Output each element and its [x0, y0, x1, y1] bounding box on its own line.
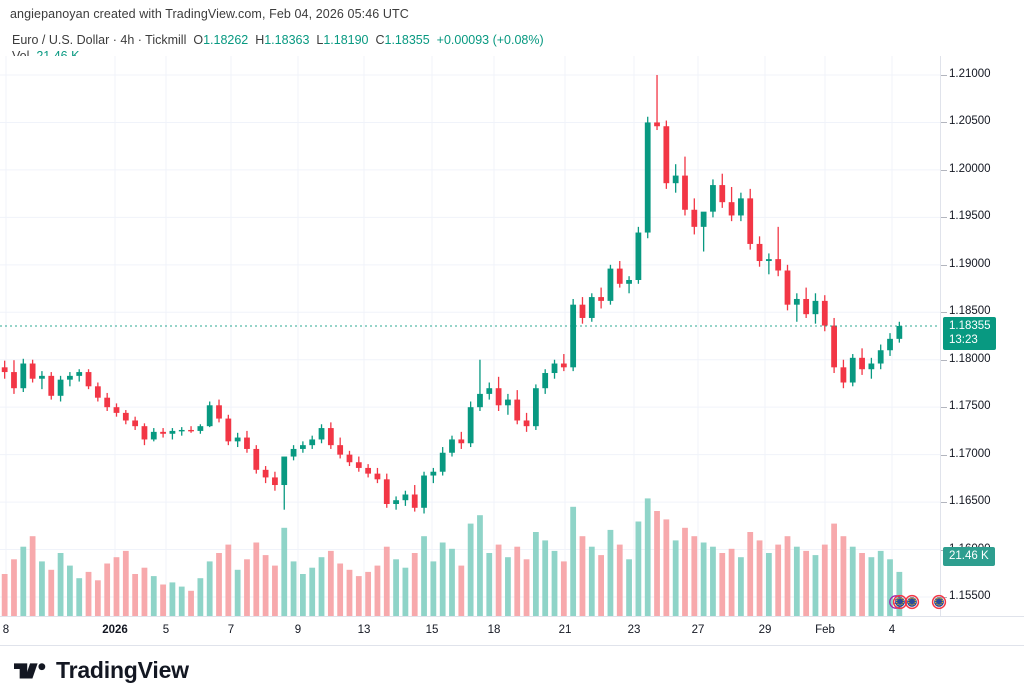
price-tick-label: 1.15500: [949, 590, 991, 603]
legend-ohlc-row: Euro / U.S. Dollar · 4h · Tickmill O1.18…: [12, 32, 544, 48]
time-tick-label: 9: [294, 624, 302, 636]
price-tick-label: 1.21000: [949, 67, 991, 80]
legend-low-label: L: [316, 33, 324, 47]
grid-lines: [0, 56, 940, 616]
chart-canvas: [0, 56, 940, 616]
price-tick-dash: [941, 359, 947, 361]
time-tick-label: 21: [558, 624, 572, 636]
legend-change: +0.00093 (+0.08%): [436, 33, 544, 47]
time-tick-label: 15: [425, 624, 439, 636]
legend-close-value: 1.18355: [384, 33, 430, 47]
price-tick-label: 1.19500: [949, 210, 991, 223]
legend-close-label: C: [375, 33, 385, 47]
legend-sep-1: ·: [109, 33, 121, 47]
time-tick-label: 5: [162, 624, 170, 636]
price-axis[interactable]: 1.21000 1.20500 1.20000 1.19500 1.19000 1.185…: [940, 56, 1024, 616]
volume-series: [1, 498, 903, 616]
price-tick-dash: [941, 217, 947, 219]
tradingview-wordmark: TradingView: [56, 657, 189, 683]
chart-plot-area[interactable]: [0, 56, 940, 616]
tradingview-logo: TradingView: [14, 658, 189, 682]
candlestick-series: [1, 74, 903, 514]
price-tick-label: 1.18000: [949, 352, 991, 365]
time-tick-label: 7: [227, 624, 235, 636]
time-axis[interactable]: 8 2026 5 7 9 13 15 18 21 23 27 29 Feb 4: [0, 616, 1024, 646]
time-tick-label: 8: [2, 624, 10, 636]
price-tick-dash: [941, 407, 947, 409]
legend-low-value: 1.18190: [323, 33, 369, 47]
price-tick-label: 1.16500: [949, 495, 991, 508]
price-tick-label: 1.20000: [949, 162, 991, 175]
price-tick-dash: [941, 454, 947, 456]
price-tick-dash: [941, 502, 947, 504]
price-tick-dash: [941, 169, 947, 171]
tradingview-logo-mark: [14, 663, 46, 679]
eur-event-marker-2[interactable]: [901, 591, 923, 613]
eu-flag-icon: [931, 594, 947, 610]
eu-flag-icon: [904, 594, 920, 610]
legend-open-value: 1.18262: [203, 33, 249, 47]
time-tick-label: 23: [627, 624, 641, 636]
legend-high-value: 1.18363: [264, 33, 310, 47]
legend-open-label: O: [193, 33, 204, 47]
legend-symbol[interactable]: Euro / U.S. Dollar: [12, 33, 110, 47]
current-price-value: 1.18355: [949, 320, 991, 333]
time-tick-label: 2026: [102, 624, 128, 636]
time-tick-label: 27: [691, 624, 705, 636]
footer: TradingView: [0, 646, 1024, 696]
time-tick-label: 29: [758, 624, 772, 636]
price-tick-label: 1.19000: [949, 257, 991, 270]
price-tick-dash: [941, 264, 947, 266]
time-tick-label: 4: [888, 624, 896, 636]
time-tick-label: Feb: [815, 624, 835, 636]
price-tick-dash: [941, 122, 947, 124]
volume-badge[interactable]: 21.46 K: [943, 546, 995, 566]
price-tick-dash: [941, 312, 947, 314]
eur-event-marker-3[interactable]: [928, 591, 950, 613]
eu-flag-icon: [889, 594, 908, 610]
current-price-badge[interactable]: 1.18355 13:23: [943, 317, 996, 351]
current-price-countdown: 13:23: [949, 334, 978, 347]
time-tick-label: 13: [357, 624, 371, 636]
price-tick-label: 1.20500: [949, 115, 991, 128]
legend-interval[interactable]: 4h: [120, 33, 135, 47]
legend-exchange: Tickmill: [145, 33, 187, 47]
price-tick-label: 1.17500: [949, 400, 991, 413]
legend-high-label: H: [255, 33, 265, 47]
time-tick-label: 18: [487, 624, 501, 636]
price-tick-dash: [941, 74, 947, 76]
legend-sep-2: ·: [134, 33, 146, 47]
eur-event-marker-1[interactable]: [889, 591, 911, 613]
price-tick-label: 1.18500: [949, 305, 991, 318]
price-tick-label: 1.17000: [949, 447, 991, 460]
credit-watermark: angiepanoyan created with TradingView.co…: [10, 7, 409, 21]
chart-legend: Euro / U.S. Dollar · 4h · Tickmill O1.18…: [12, 32, 544, 64]
